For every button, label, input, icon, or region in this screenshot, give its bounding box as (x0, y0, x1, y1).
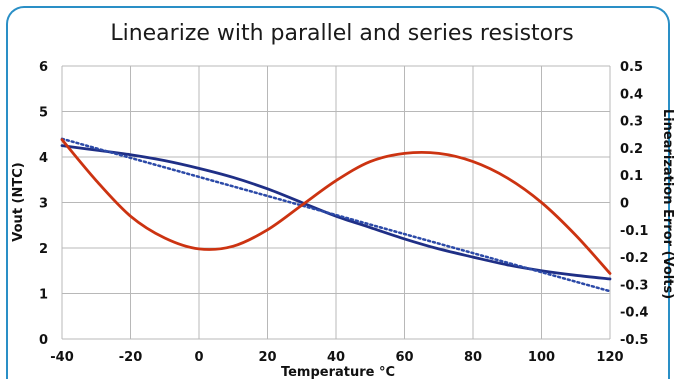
x-axis-label: Temperature °C (281, 365, 395, 379)
series-line-3 (60, 138, 612, 275)
y-right-tick-label: -0.3 (620, 278, 648, 293)
y-right-tick-label: -0.5 (620, 333, 648, 348)
y-right-tick-label: 0.5 (620, 60, 643, 75)
x-tick-label: 80 (464, 350, 482, 365)
y-right-tick-label: 0 (620, 197, 629, 212)
x-tick-label: 0 (194, 350, 203, 365)
x-tick-label: 120 (596, 350, 623, 365)
y-axis-right-label: Linearization Error (Volts) (660, 109, 675, 299)
y-left-tick-label: 2 (39, 242, 48, 257)
x-tick-label: 20 (258, 350, 276, 365)
x-tick-label: -40 (50, 350, 74, 365)
x-tick-label: -20 (119, 350, 143, 365)
y-left-tick-label: 0 (39, 333, 48, 348)
series-layer (60, 137, 612, 293)
y-right-tick-label: 0.2 (620, 142, 643, 157)
x-tick-label: 60 (395, 350, 413, 365)
y-left-tick-label: 3 (39, 197, 48, 212)
y-axis-left-label: Vout (NTC) (11, 162, 26, 241)
y-left-tick-label: 1 (39, 288, 48, 303)
chart-title: Linearize with parallel and series resis… (110, 21, 573, 46)
y-right-tick-label: -0.4 (620, 306, 648, 321)
y-right-tick-label: 0.4 (620, 87, 643, 102)
y-left-tick-label: 5 (39, 106, 48, 121)
y-left-tick-label: 6 (39, 60, 48, 75)
y-right-tick-label: 0.3 (620, 115, 643, 130)
tick-labels: -40 -20 0 20 40 60 80 100 120 0 1 2 3 4 5 6 -0.5 -0.4 -0.3… (39, 60, 648, 365)
y-right-tick-label: -0.1 (620, 224, 648, 239)
grid (61, 65, 611, 340)
x-tick-label: 40 (327, 350, 345, 365)
series-line-2 (60, 137, 612, 293)
y-right-tick-label: -0.2 (620, 251, 648, 266)
x-tick-label: 100 (528, 350, 555, 365)
y-left-tick-label: 4 (39, 151, 48, 166)
y-right-tick-label: 0.1 (620, 169, 643, 184)
